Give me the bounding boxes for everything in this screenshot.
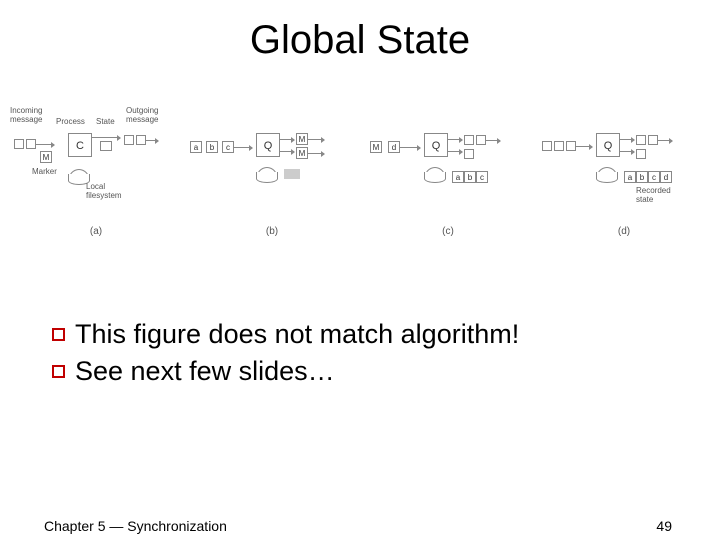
arrow: [400, 147, 420, 148]
arrow: [576, 146, 592, 147]
arrow: [280, 151, 294, 152]
out-slot: [648, 135, 658, 145]
in-slot: [26, 139, 36, 149]
recorded-item: b: [464, 171, 476, 183]
recorded-item: d: [660, 171, 672, 183]
recorded-item: b: [636, 171, 648, 183]
arrow: [620, 151, 634, 152]
label-localfs: Localfilesystem: [86, 183, 122, 201]
recorded-item: a: [624, 171, 636, 183]
state-snapshot: [284, 169, 300, 179]
process-box: Q: [256, 133, 280, 157]
queue-item: b: [206, 141, 218, 153]
out-slot: [636, 135, 646, 145]
arrow: [92, 137, 120, 138]
process-box: C: [68, 133, 92, 157]
label-marker: Marker: [32, 167, 57, 176]
arrow: [658, 140, 672, 141]
cylinder-icon: [68, 169, 90, 181]
bullet-box-icon: [52, 365, 65, 378]
diagram-d: Q a b c d Recordedstate (d): [536, 101, 712, 231]
marker-box: M: [40, 151, 52, 163]
label-process: Process: [56, 117, 85, 126]
arrow: [308, 139, 324, 140]
footer-page-number: 49: [656, 518, 672, 534]
out-slot: [136, 135, 146, 145]
recorded-item: a: [452, 171, 464, 183]
diagram-a: Incomingmessage Process State Outgoingme…: [8, 101, 184, 231]
bullet-text: See next few slides…: [75, 356, 335, 387]
in-slot: [566, 141, 576, 151]
arrow: [234, 147, 252, 148]
arrow: [486, 140, 500, 141]
bullet-text: This figure does not match algorithm!: [75, 319, 519, 350]
diagram-label-c: (c): [442, 226, 454, 237]
diagram-c: M d Q a b c (c): [360, 101, 536, 231]
diagram-label-b: (b): [266, 226, 278, 237]
label-incoming: Incomingmessage: [10, 107, 42, 125]
recorded-item: c: [648, 171, 660, 183]
footer-chapter: Chapter 5 — Synchronization: [44, 518, 227, 534]
process-box: Q: [596, 133, 620, 157]
bullet-item: This figure does not match algorithm!: [52, 319, 680, 350]
out-slot: [476, 135, 486, 145]
out-slot: [124, 135, 134, 145]
label-state: State: [96, 117, 115, 126]
state-box: [100, 141, 112, 151]
diagram-b: a b c Q M M (b): [184, 101, 360, 231]
bullet-box-icon: [52, 328, 65, 341]
in-slot: [542, 141, 552, 151]
cylinder-icon: [596, 167, 618, 179]
arrow: [280, 139, 294, 140]
out-marker: M: [296, 133, 308, 145]
process-box: Q: [424, 133, 448, 157]
diagram-label-d: (d): [618, 226, 630, 237]
in-item: d: [388, 141, 400, 153]
out-slot: [464, 135, 474, 145]
cylinder-icon: [256, 167, 278, 179]
arrow: [448, 151, 462, 152]
recorded-item: c: [476, 171, 488, 183]
cylinder-icon: [424, 167, 446, 179]
bullet-item: See next few slides…: [52, 356, 680, 387]
arrow: [36, 144, 54, 145]
arrow: [620, 139, 634, 140]
bullet-list: This figure does not match algorithm! Se…: [52, 319, 680, 387]
slide-footer: Chapter 5 — Synchronization 49: [0, 518, 720, 534]
arrow: [308, 153, 324, 154]
out-marker: M: [296, 147, 308, 159]
diagram-label-a: (a): [90, 226, 102, 237]
out-slot: [464, 149, 474, 159]
queue-item: c: [222, 141, 234, 153]
label-outgoing: Outgoingmessage: [126, 107, 158, 125]
slide-title: Global State: [0, 18, 720, 63]
queue-item: a: [190, 141, 202, 153]
in-slot: [554, 141, 564, 151]
diagrams-row: Incomingmessage Process State Outgoingme…: [8, 101, 712, 241]
arrow: [146, 140, 158, 141]
out-slot: [636, 149, 646, 159]
label-recorded-state: Recordedstate: [636, 187, 671, 205]
arrow: [448, 139, 462, 140]
in-slot: [14, 139, 24, 149]
in-item: M: [370, 141, 382, 153]
